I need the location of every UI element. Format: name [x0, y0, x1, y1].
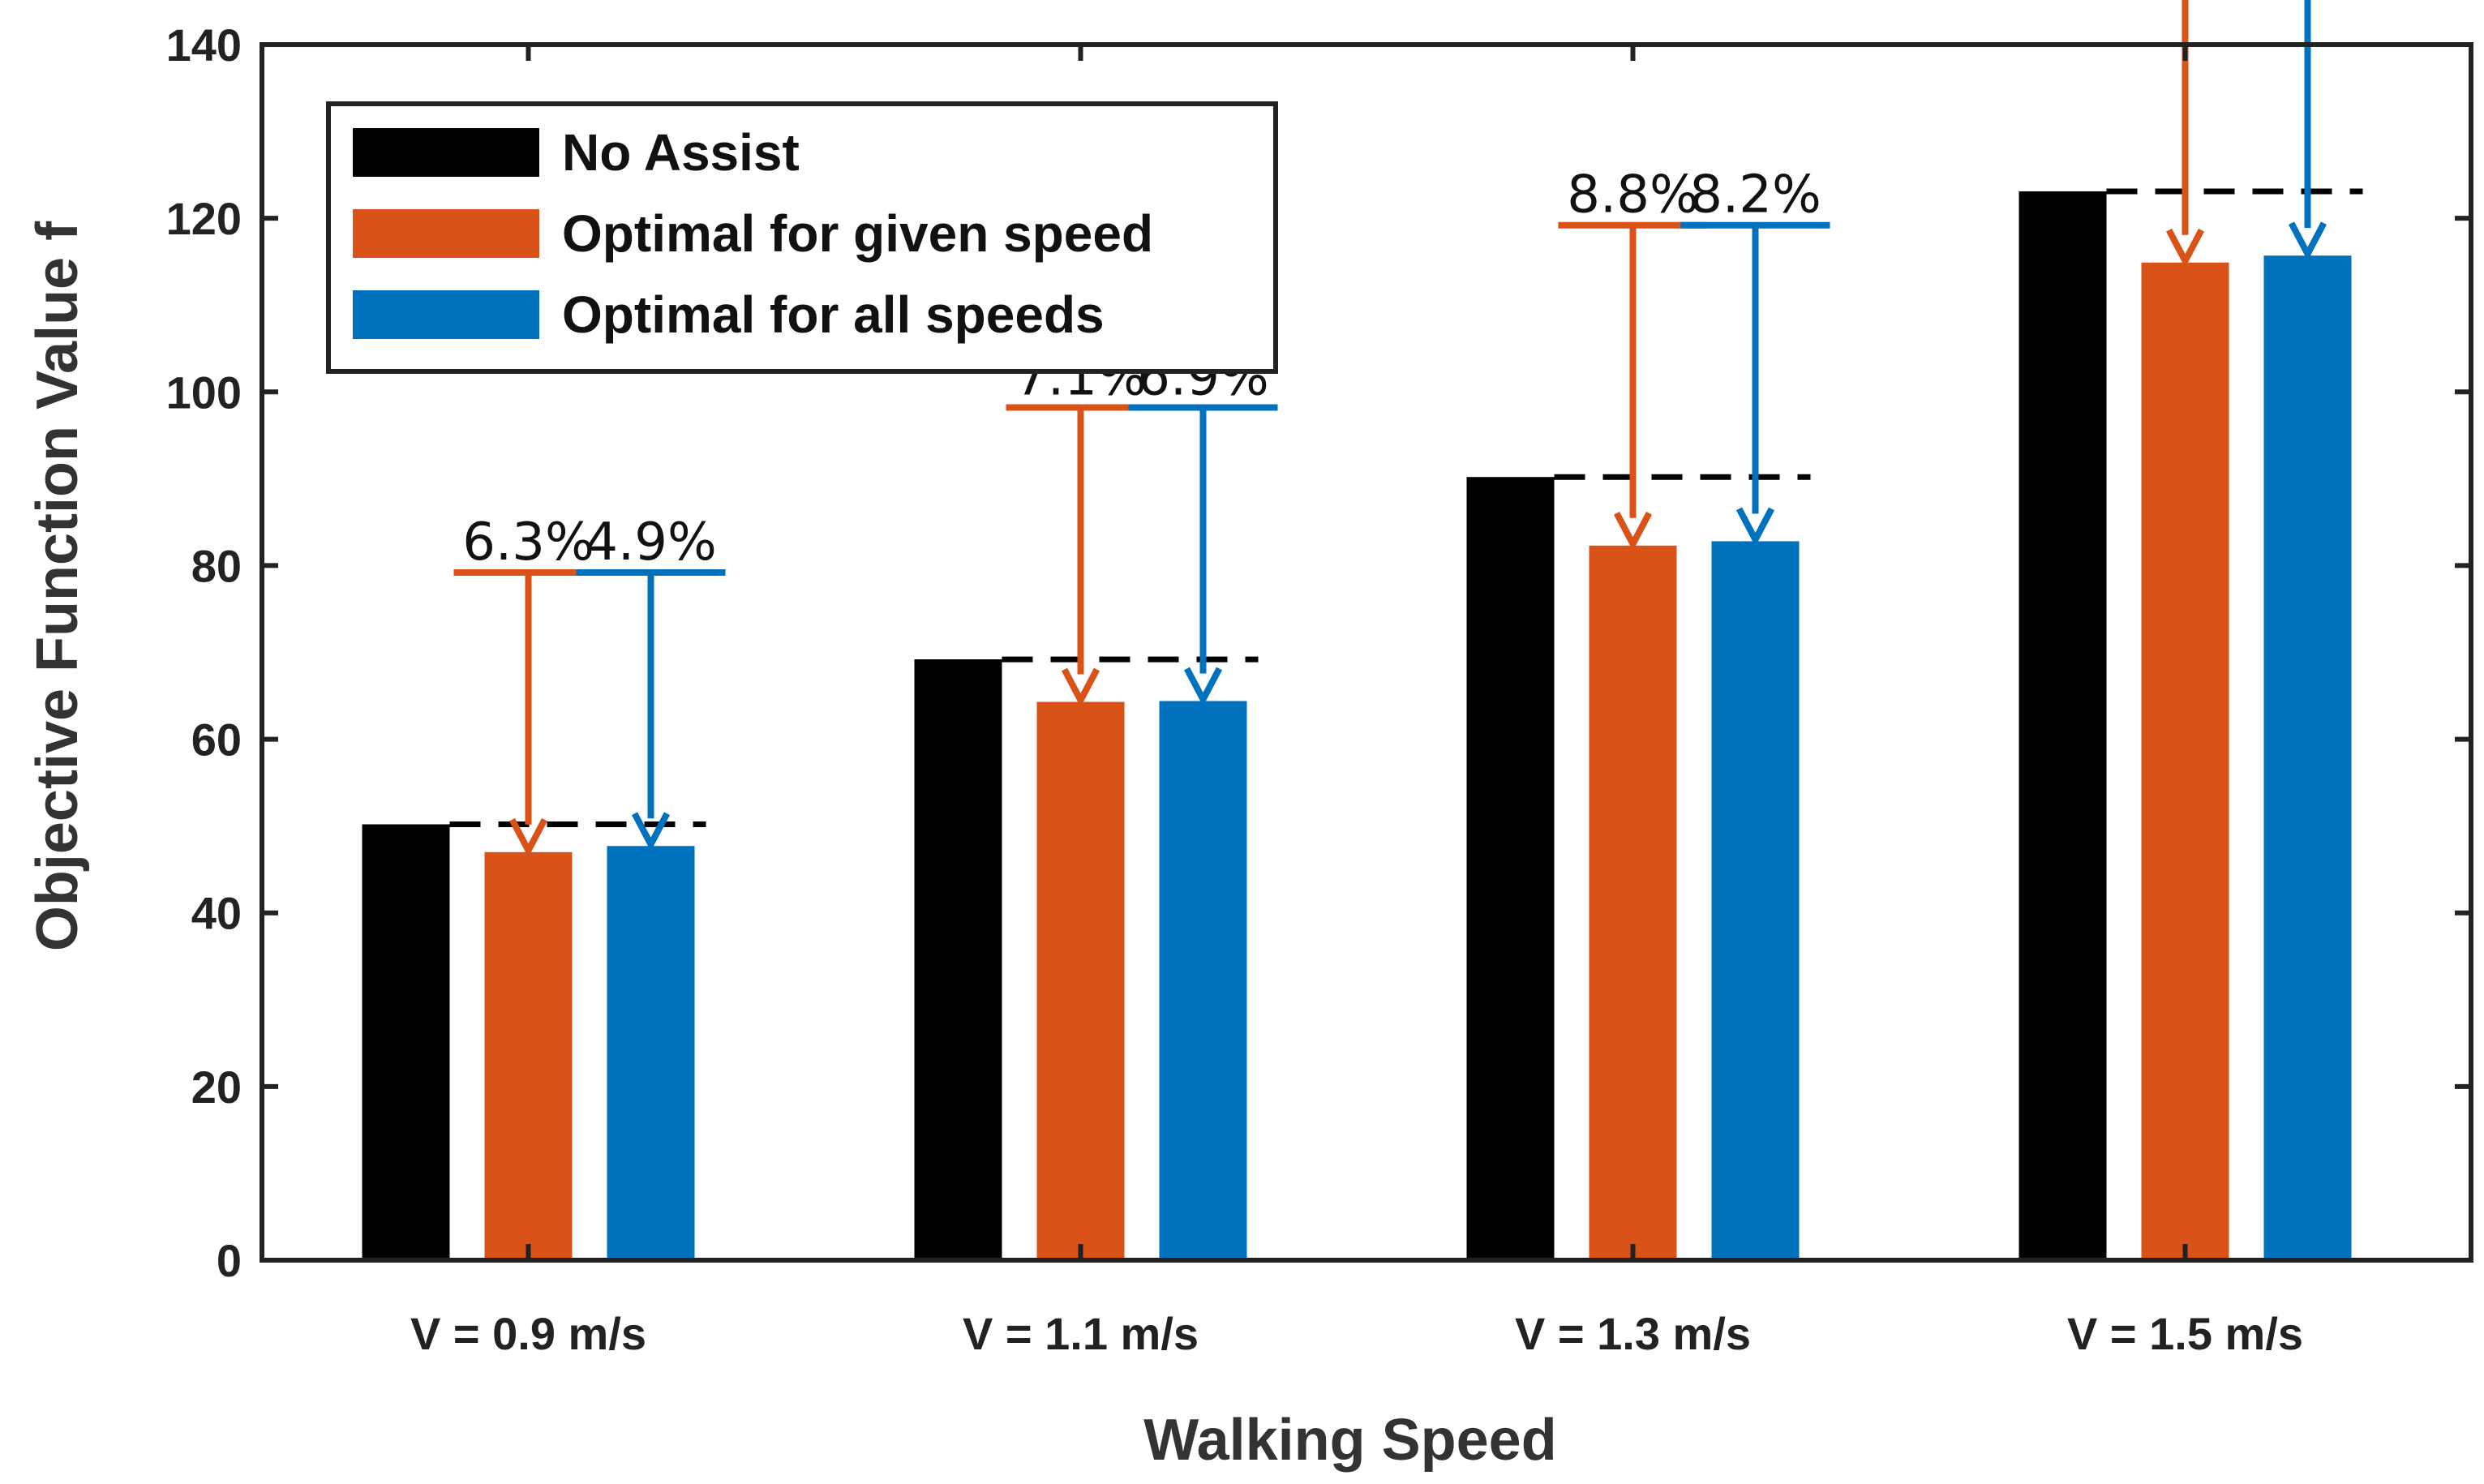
y-tick-label-0: 0: [217, 1235, 242, 1286]
bars: [362, 191, 2352, 1261]
axes: 0 20 40 60 80 100 120 140 V = 0.9 m/s V = 1.1 m/s…: [166, 19, 2473, 1359]
bar-optimal-given-2: [1589, 545, 1677, 1260]
legend: No Assist Optimal for given speed Optimal …: [326, 101, 1278, 374]
bar-optimal-all-1: [1159, 701, 1247, 1260]
annotation-label-1: 4.9%: [585, 513, 717, 573]
legend-swatch-2: [353, 290, 539, 339]
annotation-label-0: 6.3%: [462, 513, 594, 573]
bar-optimal-all-3: [2263, 255, 2352, 1260]
bar-no-assist-0: [362, 824, 450, 1260]
annotation-arrowhead-2: [1061, 667, 1100, 708]
annotation-label-4: 8.8%: [1567, 165, 1699, 225]
annotation-arrowhead-1: [631, 812, 671, 851]
y-tick-label-1: 20: [191, 1062, 242, 1113]
bar-optimal-all-0: [607, 846, 695, 1260]
legend-swatch-1: [353, 209, 539, 258]
legend-label-2: Optimal for all speeds: [562, 285, 1105, 344]
y-tick-label-3: 60: [191, 714, 242, 766]
bar-optimal-given-3: [2141, 262, 2229, 1261]
legend-label-0: No Assist: [562, 123, 800, 182]
reduction-annotations: 6.3%4.9%7.1%6.9%8.8%8.2%6.7%6.0%: [449, 0, 2363, 858]
x-tick-label-0: V = 0.9 m/s: [410, 1308, 646, 1359]
legend-label-1: Optimal for given speed: [562, 204, 1153, 263]
bar-no-assist-1: [914, 659, 1002, 1260]
annotation-arrowhead-6: [2165, 228, 2205, 268]
x-tick-label-1: V = 1.1 m/s: [963, 1308, 1199, 1359]
bar-no-assist-2: [1466, 477, 1555, 1260]
annotation-arrowhead-5: [1735, 507, 1775, 547]
annotation-label-5: 8.2%: [1689, 165, 1821, 225]
x-tick-label-2: V = 1.3 m/s: [1515, 1308, 1751, 1359]
x-tick-label-3: V = 1.5 m/s: [2067, 1308, 2303, 1359]
x-axis-title: Walking Speed: [1143, 1408, 1556, 1473]
bar-optimal-given-1: [1036, 701, 1125, 1260]
bar-optimal-all-2: [1711, 541, 1800, 1260]
bar-optimal-given-0: [484, 851, 573, 1260]
annotation-arrowhead-3: [1183, 667, 1223, 707]
plot-frame: [260, 42, 2473, 1263]
y-tick-label-7: 140: [166, 19, 242, 71]
annotation-arrowhead-4: [1613, 511, 1653, 551]
y-tick-label-5: 100: [166, 367, 242, 418]
legend-swatch-0: [353, 128, 539, 177]
annotation-arrowhead-7: [2288, 221, 2327, 261]
y-axis-title: Objective Function Value f: [25, 221, 90, 951]
annotation-arrowhead-0: [508, 817, 548, 858]
y-tick-label-6: 120: [166, 193, 242, 244]
bar-no-assist-3: [2019, 191, 2107, 1261]
y-tick-label-2: 40: [191, 888, 242, 939]
y-tick-label-4: 80: [191, 540, 242, 591]
